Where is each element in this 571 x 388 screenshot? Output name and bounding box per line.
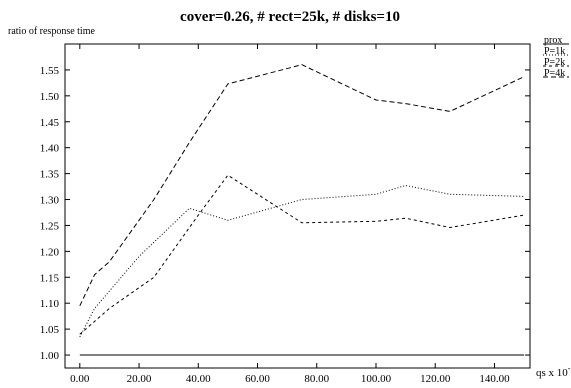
y-tick-label: 1.50	[40, 91, 60, 103]
x-tick-label: 0.00	[70, 373, 90, 385]
y-tick-label: 1.15	[40, 272, 60, 284]
x-axis-ticks: 0.00 20.00 40.00 60.00 80.00 100.00 120.00 140.…	[70, 44, 510, 385]
y-tick-label: 1.40	[40, 143, 60, 155]
y-tick-label: 1.20	[40, 246, 60, 258]
y-axis-label: ratio of response time	[8, 26, 95, 37]
x-tick-label: 40.00	[186, 373, 211, 385]
x-tick-label: 80.00	[304, 373, 329, 385]
series-line-p-2k	[79, 174, 525, 335]
y-tick-label: 1.30	[40, 195, 60, 207]
legend-label: prox	[544, 35, 562, 46]
x-axis-label-exponent: -3	[568, 364, 571, 373]
y-tick-label: 1.10	[40, 298, 60, 310]
y-tick-label: 1.25	[40, 220, 60, 232]
legend-label: P=4k	[544, 68, 565, 79]
legend-label: P=1k	[544, 46, 565, 57]
x-tick-label: 120.00	[420, 373, 451, 385]
x-axis-label: qs x 10-3	[536, 364, 571, 379]
plot-frame	[64, 43, 531, 369]
x-tick-label: 140.00	[479, 373, 510, 385]
x-tick-label: 20.00	[127, 373, 152, 385]
y-tick-label: 1.55	[40, 65, 60, 77]
y-tick-label: 1.05	[40, 324, 60, 336]
y-axis-ticks: 1.00 1.05 1.10 1.15 1.20 1.25 1.30 1.35 1.40 1.45…	[40, 65, 530, 362]
x-tick-label: 100.00	[361, 373, 392, 385]
series-lines	[79, 64, 525, 356]
series-line-p-4k	[79, 64, 525, 307]
y-tick-label: 1.35	[40, 169, 60, 181]
y-tick-label: 1.00	[40, 350, 60, 362]
series-line-p-1k	[79, 184, 525, 338]
chart-title: cover=0.26, # rect=25k, # disks=10	[180, 9, 400, 25]
x-axis-label-text: qs x 10	[536, 367, 568, 379]
y-tick-label: 1.45	[40, 117, 60, 129]
x-tick-label: 60.00	[245, 373, 270, 385]
legend-label: P=2k	[544, 57, 565, 68]
